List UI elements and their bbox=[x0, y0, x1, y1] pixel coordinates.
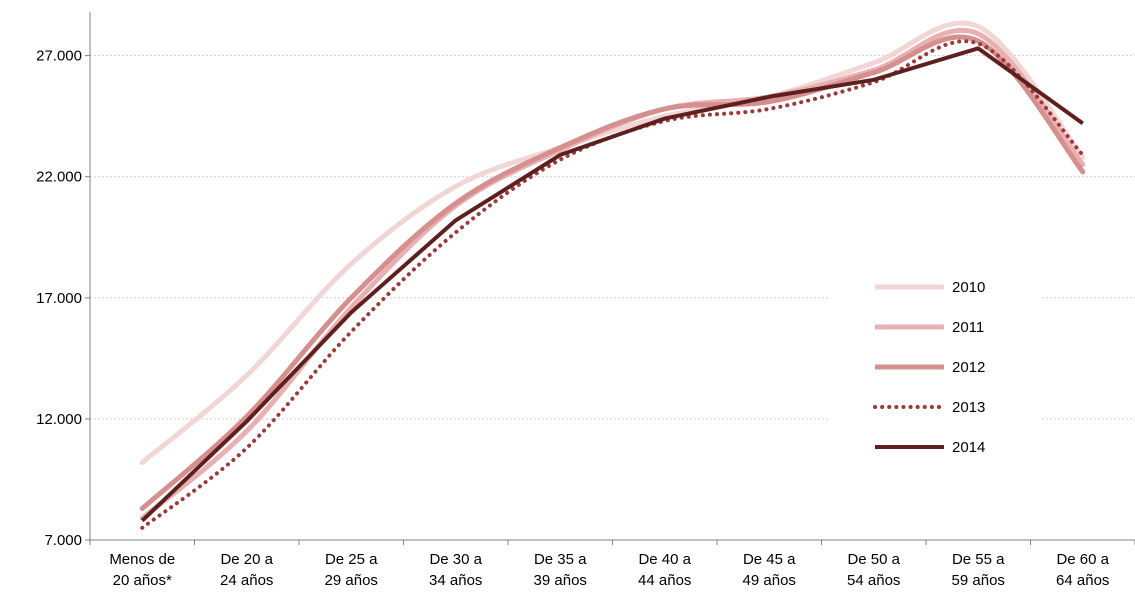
x-tick-label-line: De 50 a bbox=[847, 551, 900, 568]
x-tick-label: De 45 a 49 años bbox=[743, 551, 797, 589]
y-tick-label: 27.000 bbox=[36, 48, 82, 65]
y-tick-label: 22.000 bbox=[36, 169, 82, 186]
legend-label: 2014 bbox=[952, 439, 985, 456]
series-line-2010 bbox=[139, 20, 1086, 465]
x-tick-label: De 40 a 44 años bbox=[638, 551, 692, 589]
legend-label: 2013 bbox=[952, 399, 985, 416]
y-tick-label: 17.000 bbox=[36, 290, 82, 307]
x-tick-label-line: 44 años bbox=[638, 572, 691, 589]
x-tick-label-line: 64 años bbox=[1056, 572, 1109, 589]
legend-label: 2012 bbox=[952, 359, 985, 376]
x-tick-label-line: De 40 a bbox=[638, 551, 691, 568]
x-tick-label-line: De 20 a bbox=[220, 551, 273, 568]
x-tick-label-line: De 35 a bbox=[534, 551, 587, 568]
x-tick-label-line: 39 años bbox=[534, 572, 587, 589]
x-tick-label-line: De 30 a bbox=[429, 551, 482, 568]
legend-label: 2011 bbox=[952, 319, 984, 336]
x-tick-label: De 25 a 29 años bbox=[325, 551, 379, 589]
x-tick-label: De 55 a 59 años bbox=[952, 551, 1006, 589]
x-tick-label-line: 59 años bbox=[952, 572, 1005, 589]
x-tick-label: De 60 a 64 años bbox=[1056, 551, 1110, 589]
x-tick-label-line: De 55 a bbox=[952, 551, 1005, 568]
x-tick-label-line: De 25 a bbox=[325, 551, 378, 568]
x-tick-label: De 35 a 39 años bbox=[534, 551, 588, 589]
x-tick-label-line: De 60 a bbox=[1056, 551, 1109, 568]
x-tick-label: De 30 a 34 años bbox=[429, 551, 483, 589]
y-tick-label: 12.000 bbox=[36, 411, 82, 428]
series-line-2012 bbox=[139, 34, 1086, 512]
x-tick-label-line: 24 años bbox=[220, 572, 273, 589]
x-tick-label-line: 34 años bbox=[429, 572, 482, 589]
x-tick-label: De 50 a 54 años bbox=[847, 551, 901, 589]
x-tick-label-line: 54 años bbox=[847, 572, 900, 589]
x-tick-label: Menos de 20 años* bbox=[109, 551, 175, 589]
x-tick-label-line: 20 años* bbox=[113, 572, 172, 589]
x-tick-label-line: 29 años bbox=[325, 572, 378, 589]
x-tick-label-line: Menos de bbox=[109, 551, 175, 568]
x-tick-label-line: 49 años bbox=[743, 572, 796, 589]
series-line-2014 bbox=[140, 46, 1084, 523]
legend-label: 2010 bbox=[952, 279, 985, 296]
x-tick-label: De 20 a 24 años bbox=[220, 551, 274, 589]
y-tick-label: 7.000 bbox=[44, 532, 82, 549]
x-tick-label-line: De 45 a bbox=[743, 551, 796, 568]
